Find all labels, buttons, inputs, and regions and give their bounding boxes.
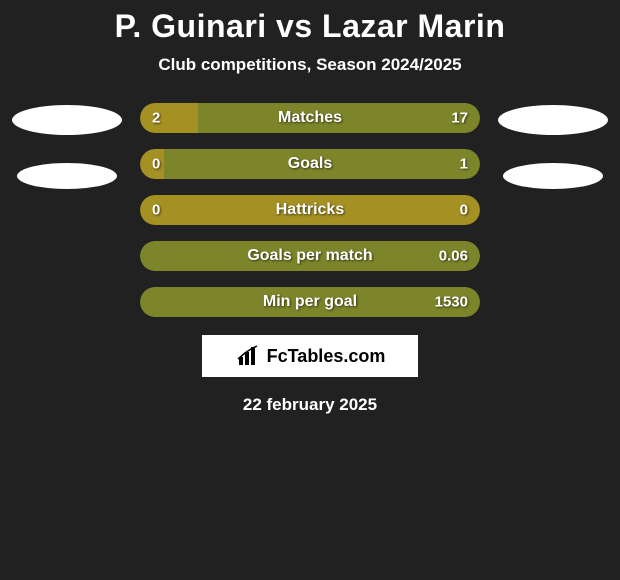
bar-right: [164, 149, 480, 179]
left-badge-column: [12, 103, 122, 189]
page-subtitle: Club competitions, Season 2024/2025: [158, 55, 461, 75]
bar-chart-icon: [235, 345, 261, 367]
bar-left: [140, 103, 198, 133]
brand-inner: FcTables.com: [235, 345, 386, 367]
right-badge-column: [498, 103, 608, 189]
stat-row: Matches217: [140, 103, 480, 133]
stat-left-value: 0: [152, 156, 160, 173]
stat-right-value: 1: [460, 156, 468, 173]
stat-row: Goals01: [140, 149, 480, 179]
stat-right-value: 1530: [435, 294, 468, 311]
team-badge-left-1: [12, 105, 122, 135]
bar-full-right: [140, 287, 480, 317]
stats-area: Matches217Goals01Hattricks00Goals per ma…: [0, 103, 620, 317]
brand-text: FcTables.com: [267, 346, 386, 367]
stat-row: Goals per match0.06: [140, 241, 480, 271]
stat-right-value: 0.06: [439, 248, 468, 265]
stat-left-value: 2: [152, 110, 160, 127]
bars-column: Matches217Goals01Hattricks00Goals per ma…: [140, 103, 480, 317]
stat-left-value: 0: [152, 202, 160, 219]
bar-right: [198, 103, 480, 133]
team-badge-right-2: [503, 163, 603, 189]
stat-right-value: 17: [451, 110, 468, 127]
brand-box[interactable]: FcTables.com: [202, 335, 418, 377]
bar-full-right: [140, 241, 480, 271]
team-badge-left-2: [17, 163, 117, 189]
stat-right-value: 0: [460, 202, 468, 219]
stat-row: Min per goal1530: [140, 287, 480, 317]
team-badge-right-1: [498, 105, 608, 135]
page-title: P. Guinari vs Lazar Marin: [115, 8, 506, 45]
bar-full-left: [140, 195, 480, 225]
footer-date: 22 february 2025: [243, 395, 377, 415]
infographic-container: P. Guinari vs Lazar Marin Club competiti…: [0, 0, 620, 415]
stat-row: Hattricks00: [140, 195, 480, 225]
